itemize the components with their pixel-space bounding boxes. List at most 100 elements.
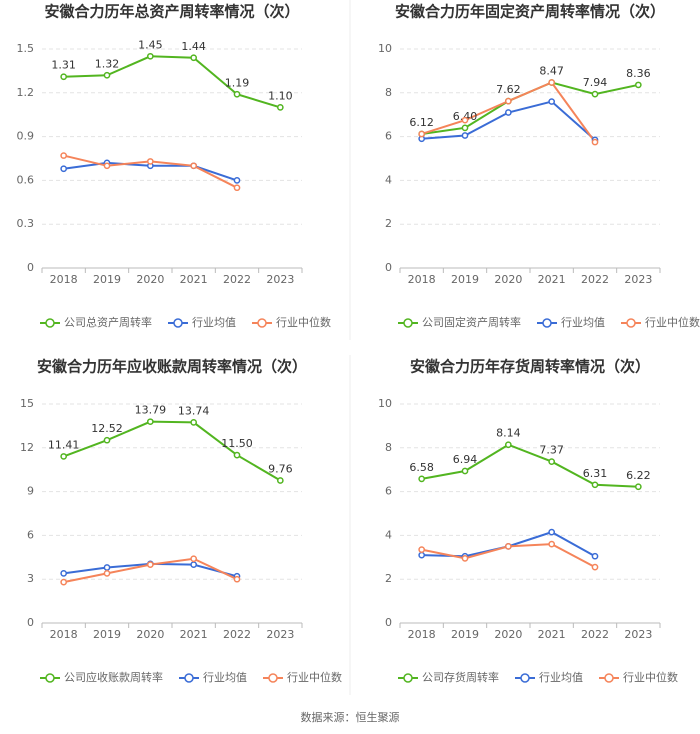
data-point [60,152,68,159]
x-tick-label: 2019 [93,273,121,286]
y-tick-label: 1.5 [17,42,35,55]
legend-icon [604,673,614,683]
data-point [60,73,68,81]
value-label: 8.14 [496,427,521,440]
legend-icon [184,673,194,683]
y-tick-label: 0 [385,261,392,274]
data-point [103,564,111,571]
series-line [63,55,281,109]
value-label: 7.62 [496,83,521,96]
data-point [190,419,198,426]
x-tick-label: 2023 [624,273,652,286]
data-point [634,483,642,491]
x-tick-label: 2021 [180,273,208,286]
chart-title: 安徽合力历年固定资产周转率情况（次） [395,3,665,21]
value-label: 7.94 [583,76,608,89]
value-label: 6.94 [453,453,478,466]
data-point [591,481,599,489]
legend-label: 行业中位数 [276,315,331,329]
value-label: 12.52 [91,422,123,435]
y-tick-label: 6 [27,528,34,541]
data-point [233,451,241,459]
x-tick-label: 2022 [223,628,251,641]
data-point [190,162,198,170]
legend-label: 行业均值 [539,671,583,684]
y-tick-label: 0 [27,616,34,629]
value-label: 6.58 [409,461,434,474]
value-label: 11.50 [221,437,253,450]
data-point [190,561,198,568]
legend-label: 行业均值 [561,316,605,329]
data-point [103,71,111,79]
data-point [233,184,241,192]
data-point [548,528,556,536]
y-tick-label: 0.9 [17,130,35,143]
legend-label: 行业均值 [203,671,247,684]
legend-label: 公司总资产周转率 [64,315,152,329]
data-point [190,54,198,62]
data-point [418,130,426,138]
x-tick-label: 2018 [408,273,436,286]
value-label: 11.41 [48,438,80,451]
chart-title: 安徽合力历年存货周转率情况（次） [410,358,650,376]
legend-icon [268,673,278,683]
data-point [591,90,599,98]
y-tick-label: 8 [385,86,392,99]
legend-icon [45,318,55,328]
series-line [63,420,281,482]
value-label: 1.45 [138,38,163,51]
legend-icon [173,318,183,328]
x-tick-label: 2019 [451,628,479,641]
y-tick-label: 3 [27,572,34,585]
data-point [461,555,469,562]
value-label: 6.12 [409,116,434,129]
y-tick-label: 6 [385,485,392,498]
data-point [276,477,284,484]
y-tick-label: 10 [378,397,392,410]
legend-icon [403,673,413,683]
legend-icon [626,318,636,328]
x-tick-label: 2020 [136,628,164,641]
legend-label: 行业均值 [192,316,236,329]
x-tick-label: 2021 [180,628,208,641]
data-point [548,540,556,548]
data-point [233,575,241,583]
x-tick-label: 2022 [223,273,251,286]
y-tick-label: 15 [20,397,34,410]
legend-label: 公司固定资产周转率 [422,315,521,329]
legend-icon [403,318,413,328]
value-label: 13.74 [178,404,210,417]
data-point [60,578,68,586]
y-tick-label: 8 [385,441,392,454]
y-tick-label: 2 [385,572,392,585]
value-label: 8.36 [626,67,651,80]
data-point [103,436,111,444]
x-tick-label: 2020 [494,628,522,641]
x-tick-label: 2023 [266,628,294,641]
legend-label: 行业中位数 [623,670,678,684]
data-point [591,563,599,571]
data-point [233,90,241,98]
x-tick-label: 2023 [266,273,294,286]
x-tick-label: 2019 [93,628,121,641]
data-point [190,555,198,563]
y-tick-label: 0 [27,261,34,274]
value-label: 8.47 [539,65,564,78]
legend-icon [45,673,55,683]
value-label: 13.79 [135,404,167,417]
data-point [60,570,68,577]
data-point [591,552,599,560]
data-point [591,138,599,146]
value-label: 1.32 [95,57,120,70]
value-label: 6.31 [583,467,608,480]
value-label: 6.22 [626,469,651,482]
data-point [103,570,111,577]
data-point [276,104,284,111]
source: 数据来源：恒生聚源 [301,710,400,724]
value-label: 7.37 [539,444,564,457]
x-tick-label: 2020 [136,273,164,286]
data-point [548,458,556,465]
data-point [504,109,512,116]
value-label: 9.76 [268,463,293,476]
value-label: 1.44 [181,40,206,53]
